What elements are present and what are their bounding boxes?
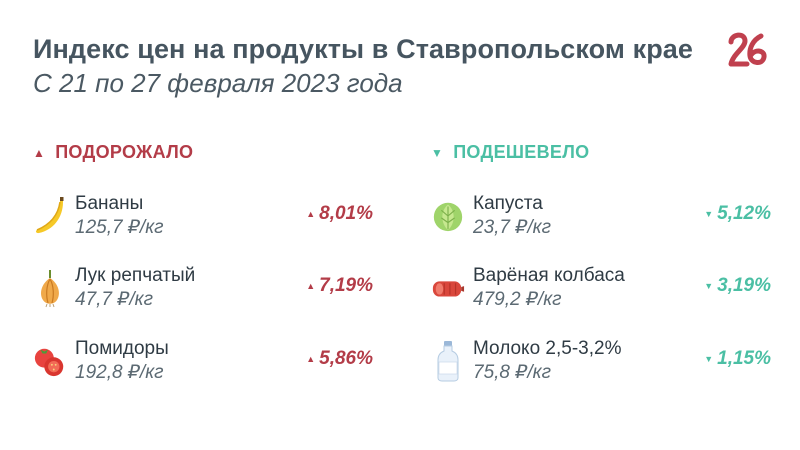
item-change: ▲ 5,86% (306, 348, 373, 370)
cabbage-icon (431, 195, 465, 237)
change-value: 7,19% (319, 275, 373, 296)
price-item-sausage: Варёная колбаса 479,2 ₽/кг ▼ 3,19% (431, 265, 771, 315)
price-item-cabbage: Капуста 23,7 ₽/кг ▼ 5,12% (431, 193, 771, 243)
increased-heading: ▲ ПОДОРОЖАЛО (33, 142, 193, 163)
change-value: 3,19% (717, 275, 771, 296)
triangle-down-icon: ▼ (431, 145, 444, 160)
triangle-down-icon: ▼ (704, 354, 714, 364)
item-price: 75,8 ₽/кг (473, 362, 551, 383)
change-value: 1,15% (717, 348, 771, 369)
tomato-icon (33, 340, 67, 382)
item-change: ▲ 8,01% (306, 203, 373, 225)
onion-icon (33, 267, 67, 309)
triangle-up-icon: ▲ (306, 354, 316, 364)
item-price: 192,8 ₽/кг (75, 362, 164, 383)
item-price: 23,7 ₽/кг (473, 217, 551, 238)
item-name: Бананы (75, 193, 144, 214)
logo-26 (727, 30, 771, 70)
item-name: Варёная колбаса (473, 265, 625, 286)
price-item-onion: Лук репчатый 47,7 ₽/кг ▲ 7,19% (33, 265, 373, 315)
price-item-bananas: Бананы 125,7 ₽/кг ▲ 8,01% (33, 193, 373, 243)
triangle-up-icon: ▲ (306, 209, 316, 219)
triangle-up-icon: ▲ (306, 281, 316, 291)
triangle-down-icon: ▼ (704, 209, 714, 219)
sausage-icon (431, 267, 465, 309)
item-name: Помидоры (75, 338, 169, 359)
page-title: Индекс цен на продукты в Ставропольском … (33, 34, 694, 64)
change-value: 5,12% (717, 203, 771, 224)
item-change: ▼ 3,19% (704, 275, 771, 297)
item-price: 479,2 ₽/кг (473, 289, 562, 310)
item-change: ▼ 1,15% (704, 348, 771, 370)
change-value: 8,01% (319, 203, 373, 224)
item-change: ▼ 5,12% (704, 203, 771, 225)
milk-bottle-icon (431, 340, 465, 382)
increased-heading-label: ПОДОРОЖАЛО (55, 142, 194, 162)
decreased-heading: ▼ ПОДЕШЕВЕЛО (431, 142, 589, 163)
item-name: Молоко 2,5-3,2% (473, 338, 622, 359)
item-price: 125,7 ₽/кг (75, 217, 164, 238)
banana-icon (33, 195, 67, 237)
price-item-milk: Молоко 2,5-3,2% 75,8 ₽/кг ▼ 1,15% (431, 338, 771, 388)
item-price: 47,7 ₽/кг (75, 289, 153, 310)
price-item-tomatoes: Помидоры 192,8 ₽/кг ▲ 5,86% (33, 338, 373, 388)
item-name: Капуста (473, 193, 543, 214)
page-subtitle: С 21 по 27 февраля 2023 года (33, 68, 403, 98)
change-value: 5,86% (319, 348, 373, 369)
item-name: Лук репчатый (75, 265, 196, 286)
item-change: ▲ 7,19% (306, 275, 373, 297)
triangle-down-icon: ▼ (704, 281, 714, 291)
triangle-up-icon: ▲ (33, 145, 46, 160)
decreased-heading-label: ПОДЕШЕВЕЛО (453, 142, 590, 162)
